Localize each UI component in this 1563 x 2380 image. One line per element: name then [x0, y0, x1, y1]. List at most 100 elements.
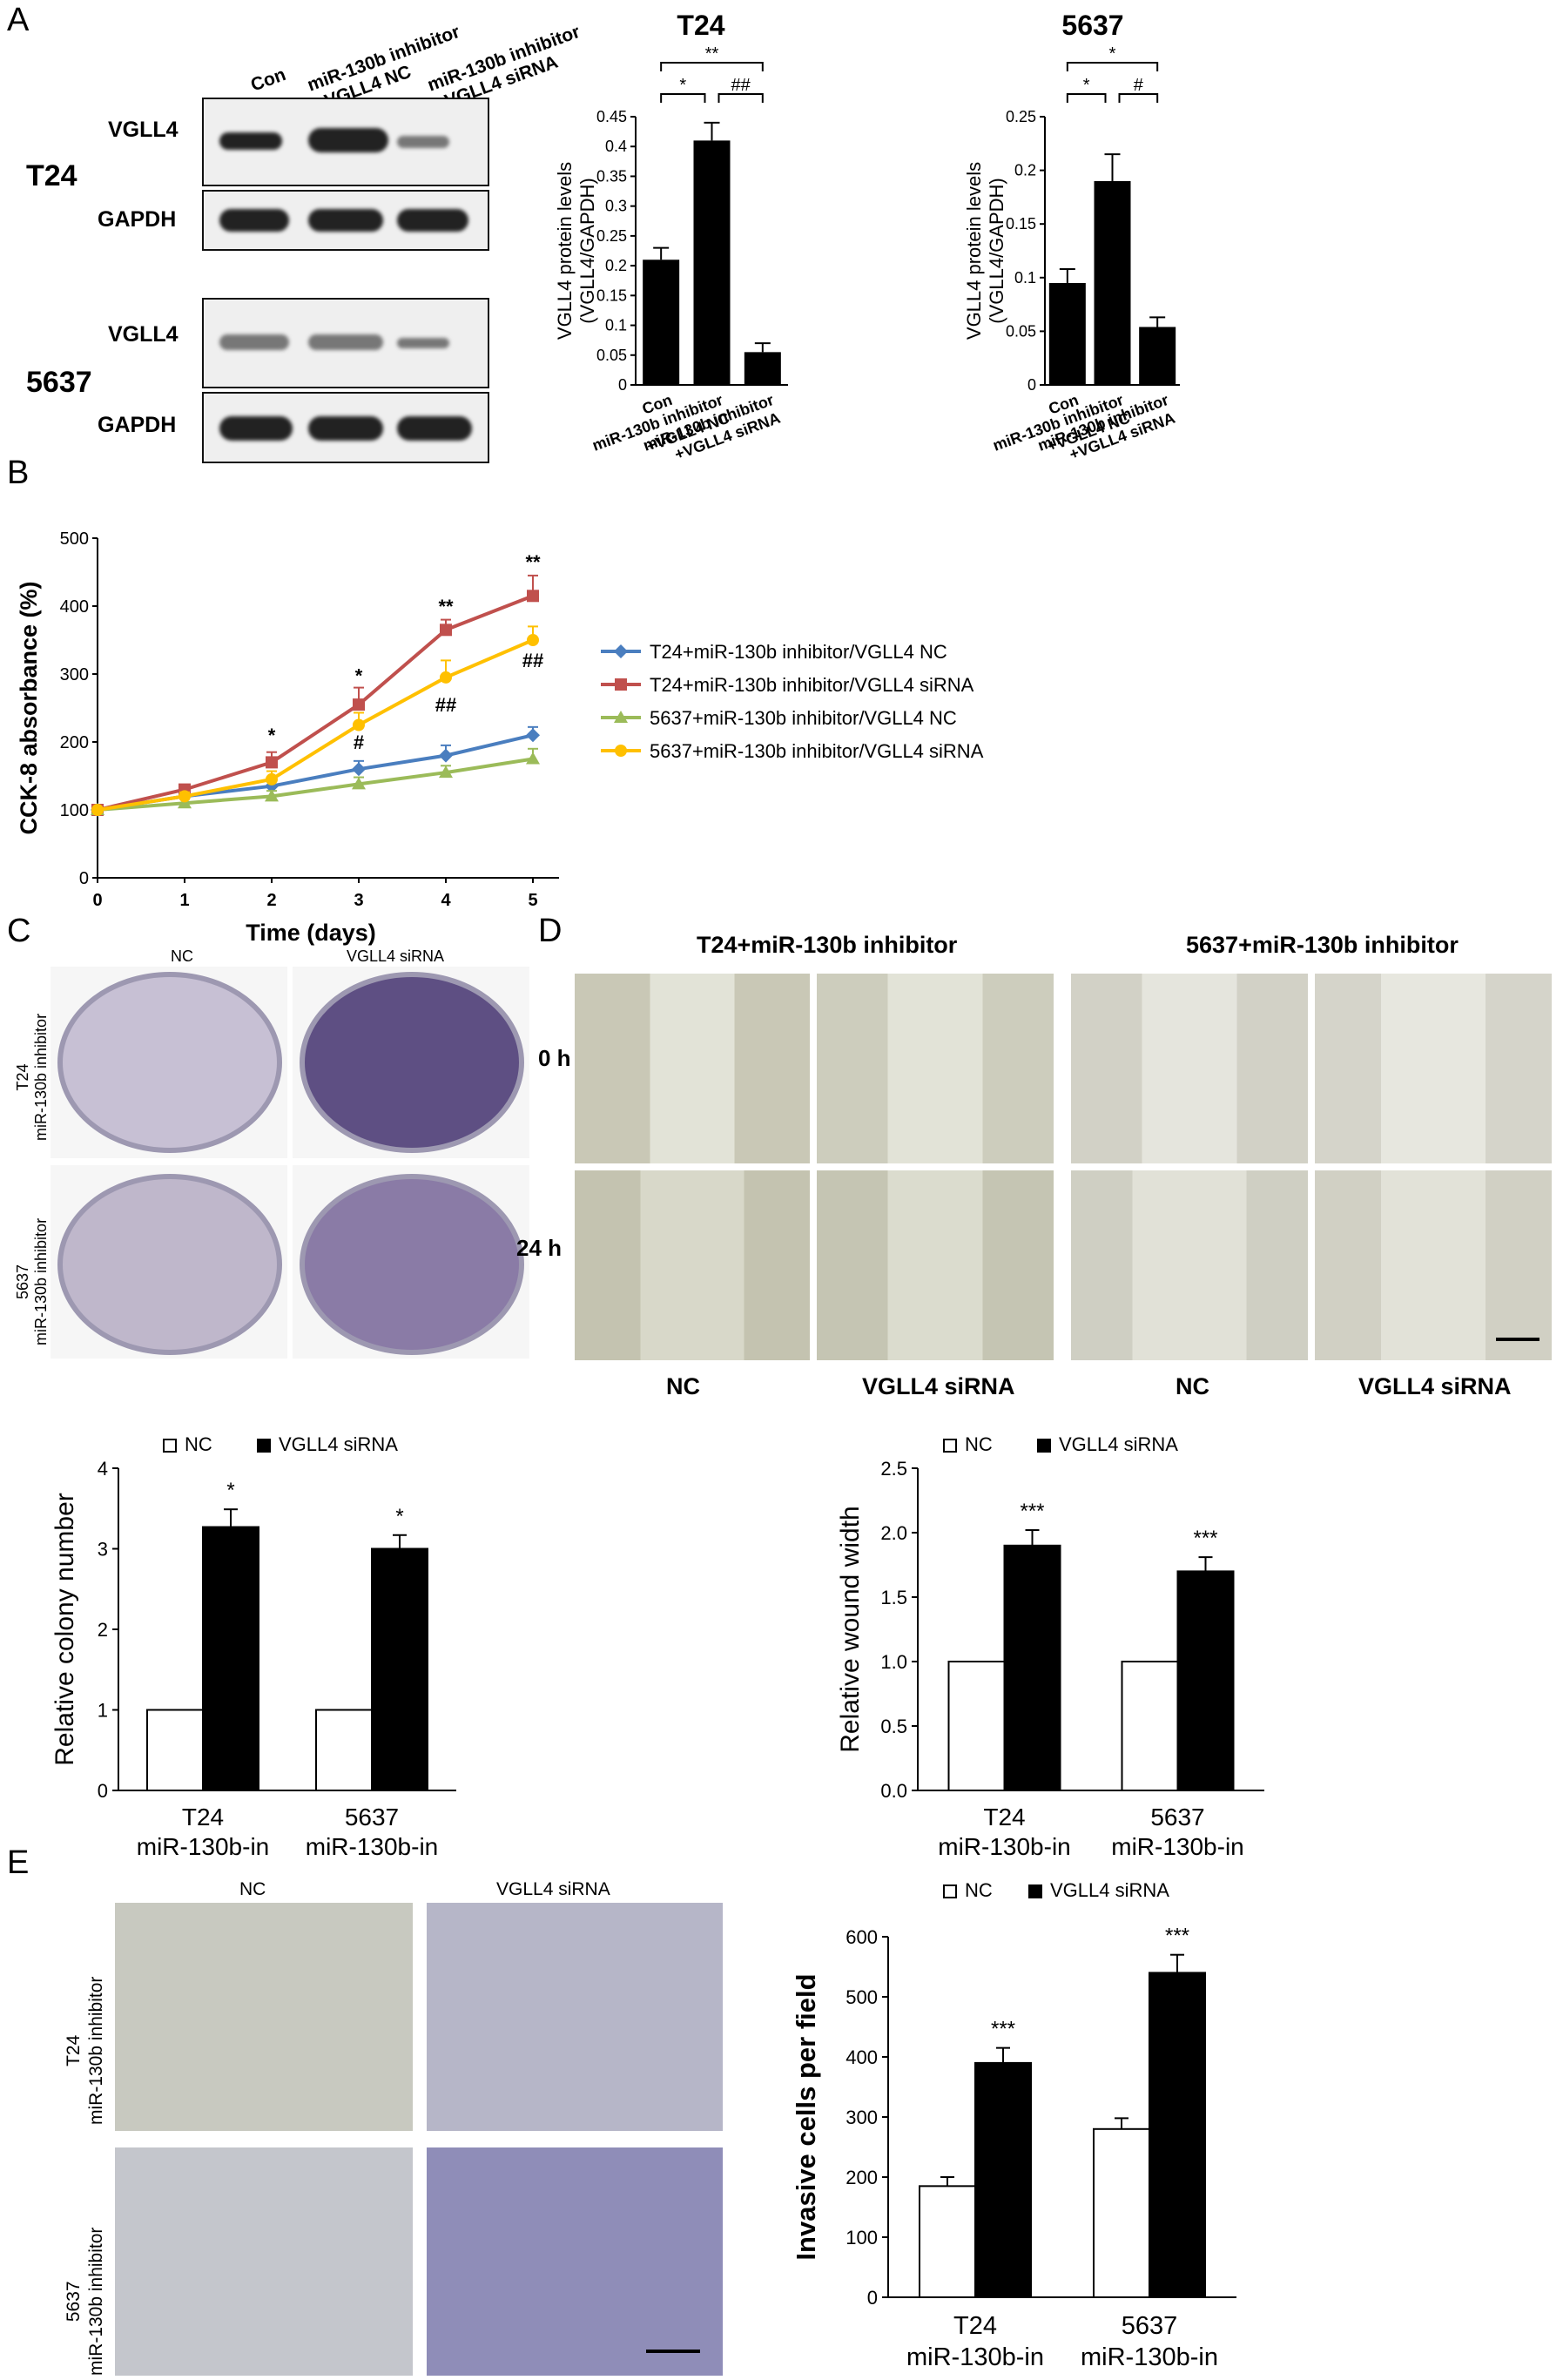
- blot-row-label-gapdh: GAPDH: [98, 413, 177, 437]
- y-tick-label: 100: [60, 801, 89, 820]
- colony-row-label-5637: 5637 miR-130b inhibitor: [14, 1217, 50, 1345]
- chart-b-cck8: 0 100 200 300 400 500 0 1 2 3 4 5 Time (days) CCK-8 a…: [16, 529, 984, 946]
- bar: [1149, 1972, 1206, 2299]
- wound-col-label-nc: NC: [1176, 1373, 1209, 1399]
- panel-label-e: E: [7, 1844, 30, 1881]
- x-tick-label: 5637 miR-130b-in: [1081, 2312, 1218, 2371]
- significance-label: *: [355, 664, 363, 686]
- panel-label-b: B: [7, 455, 30, 491]
- significance-label: *: [268, 725, 276, 746]
- y-tick-label: 0: [1027, 376, 1036, 394]
- y-tick-label: 0: [618, 376, 627, 394]
- x-tick-label: T24 miR-130b-in: [137, 1804, 270, 1860]
- significance-label: **: [438, 596, 454, 617]
- y-tick-label: 0.1: [1014, 269, 1036, 287]
- invasion-image-t24-nc: [115, 1903, 413, 2131]
- data-point: [439, 748, 453, 763]
- y-tick-label: 500: [846, 1986, 878, 2008]
- y-tick-label: 500: [60, 529, 89, 549]
- blot-image-5637-vgll4: [202, 298, 489, 388]
- data-point: [266, 772, 278, 785]
- y-tick-label: 0: [867, 2287, 878, 2309]
- y-tick-label: 0.3: [605, 198, 627, 215]
- y-tick-label: 4: [98, 1458, 108, 1480]
- significance-bracket: [1066, 93, 1107, 103]
- bar: [202, 1526, 259, 1791]
- y-tick-label: 200: [60, 733, 89, 752]
- y-tick-label: 0.25: [596, 227, 627, 245]
- wound-col-label-nc: NC: [666, 1373, 700, 1399]
- significance-label: ***: [1020, 1500, 1044, 1523]
- bar: [1003, 1544, 1061, 1792]
- bar: [1139, 327, 1176, 385]
- y-tick-label: 2.5: [880, 1458, 907, 1480]
- bar: [1121, 1661, 1179, 1791]
- significance-label: *: [1109, 44, 1116, 64]
- invasion-image-t24-vgll4-sirna: [427, 1903, 723, 2131]
- legend-swatch: [1028, 1884, 1042, 1898]
- bar: [315, 1709, 373, 1791]
- significance-label: **: [525, 551, 541, 573]
- y-tick-label: 3: [98, 1539, 108, 1561]
- y-tick-label: 0.15: [596, 287, 627, 304]
- x-tick-label: 5: [528, 891, 537, 910]
- series-line: [97, 594, 534, 812]
- panel-label-a: A: [7, 2, 30, 38]
- x-tick-label: 3: [354, 891, 363, 910]
- legend-swatch: [257, 1439, 271, 1453]
- wound-image-5637-nc-24h: [1071, 1170, 1308, 1360]
- invasion-image-5637-nc: [115, 2147, 413, 2376]
- scale-bar: [646, 2350, 700, 2353]
- y-tick-label: 100: [846, 2227, 878, 2249]
- blot-row-label-vgll4: VGLL4: [108, 322, 179, 347]
- blot-row-label-vgll4: VGLL4: [108, 118, 179, 142]
- legend-label: VGLL4 siRNA: [1050, 1879, 1169, 1901]
- y-tick-label: 0.15: [1006, 215, 1036, 233]
- legend-label: T24+miR-130b inhibitor/VGLL4 siRNA: [650, 674, 974, 696]
- significance-label: **: [705, 44, 719, 64]
- y-tick-label: 0: [79, 869, 89, 888]
- blot-image-t24-vgll4: [202, 98, 489, 186]
- invasion-row-label-t24: T24 miR-130b inhibitor: [64, 1976, 106, 2125]
- invasion-row-label-5637: 5637 miR-130b inhibitor: [64, 2227, 106, 2376]
- y-tick-label: 300: [60, 665, 89, 684]
- x-tick-label: T24 miR-130b-in: [906, 2312, 1044, 2371]
- significance-label: ***: [1193, 1527, 1217, 1550]
- wound-image-t24-sirna-24h: [817, 1170, 1054, 1360]
- wound-group-label-5637: 5637+miR-130b inhibitor: [1186, 932, 1459, 958]
- data-point: [265, 789, 279, 802]
- significance-label: ***: [991, 2018, 1015, 2041]
- panel-label-c: C: [7, 913, 31, 949]
- invasion-image-5637-vgll4-sirna: [427, 2147, 723, 2376]
- data-point: [353, 718, 365, 732]
- y-tick-label: 1.5: [880, 1587, 907, 1608]
- y-tick-label: 400: [846, 2046, 878, 2068]
- significance-label: ##: [522, 650, 543, 671]
- wound-image-t24-sirna-0h: [817, 974, 1054, 1163]
- wound-col-label-vgll4-sirna: VGLL4 siRNA: [862, 1373, 1015, 1399]
- wound-image-5637-sirna-0h: [1315, 974, 1552, 1163]
- colony-image-5637-nc: [51, 1165, 287, 1359]
- x-tick-label: T24 miR-130b-in: [938, 1804, 1071, 1860]
- colony-image-5637-vgll4-sirna: [293, 1165, 529, 1359]
- significance-label: #: [354, 732, 364, 753]
- invasion-col-label-nc: NC: [239, 1879, 266, 1899]
- y-tick-label: 0.4: [605, 138, 627, 155]
- chart-title: T24: [677, 10, 724, 41]
- wound-image-5637-nc-0h: [1071, 974, 1308, 1163]
- bar: [1093, 2127, 1150, 2298]
- y-tick-label: 0.1: [605, 317, 627, 334]
- blot-image-t24-gapdh: [202, 190, 489, 251]
- y-tick-label: 0.25: [1006, 108, 1036, 125]
- colony-col-label-vgll4-sirna: VGLL4 siRNA: [347, 947, 445, 965]
- wound-col-label-vgll4-sirna: VGLL4 siRNA: [1358, 1373, 1512, 1399]
- bar: [146, 1709, 204, 1791]
- y-tick-label: 0: [98, 1780, 108, 1802]
- bar: [744, 352, 781, 385]
- chart-a-t24: T24 0 0.05 0.1 0.15 0.2 0.25 0.3 0.35 0.4 0.45 VGLL…: [554, 10, 788, 463]
- y-axis-label: Relative colony number: [51, 1493, 79, 1766]
- legend-swatch: [943, 1884, 957, 1898]
- significance-label: *: [395, 1505, 403, 1528]
- y-axis-label: VGLL4 protein levels(VGLL4/GAPDH): [554, 162, 598, 340]
- legend-label: T24+miR-130b inhibitor/VGLL4 NC: [650, 641, 947, 663]
